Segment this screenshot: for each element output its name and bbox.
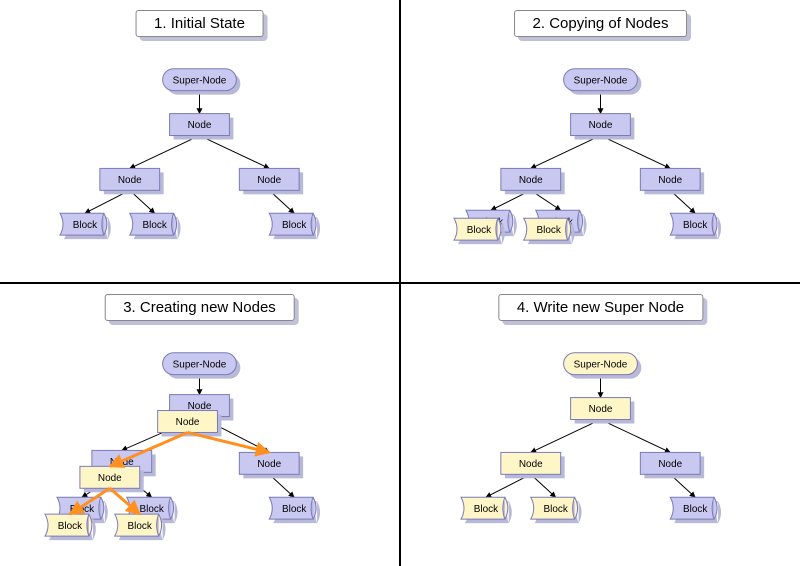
diagram-grid: 1. Initial State Super-Node Node Node Node Bl… (0, 0, 800, 566)
node-label: Block (142, 220, 166, 231)
node-label: Node (519, 459, 543, 470)
node-label: Super-Node (574, 359, 628, 370)
block-node: Block (130, 213, 181, 239)
panel-title: 4. Write new Super Node (498, 294, 703, 321)
node-label: Block (474, 504, 498, 515)
super-node: Super-Node (163, 353, 241, 379)
node-label: Node (176, 417, 200, 428)
panel-p2: 2. Copying of Nodes Super-Node Node Node Nod… (400, 0, 800, 283)
node-label: Node (589, 120, 613, 131)
panel-title-wrap: 1. Initial State (135, 10, 264, 37)
node-label: Block (683, 220, 707, 231)
tree-svg: Super-NodeNodeNodeNodeNodeNodeBlockBlock… (0, 284, 399, 566)
node-label: Super-Node (173, 359, 227, 370)
tree-edge (531, 420, 601, 453)
node-node: Node (501, 452, 565, 478)
node-node: Node (571, 114, 635, 140)
node-label: Node (658, 459, 682, 470)
block-node: Block (60, 213, 111, 239)
node-label: Node (118, 175, 142, 186)
node-node: Node (100, 168, 164, 194)
node-label: Block (128, 521, 152, 532)
block-node: Block (531, 497, 582, 523)
node-label: Node (257, 459, 281, 470)
tree-edge (601, 136, 671, 169)
node-label: Block (73, 220, 97, 231)
node-label: Block (537, 225, 561, 236)
node-label: Block (282, 220, 306, 231)
node-label: Node (188, 120, 212, 131)
node-node: Node (170, 114, 234, 140)
block-node: Block (670, 213, 721, 239)
node-label: Block (467, 225, 491, 236)
node-label: Block (139, 504, 163, 515)
node-label: Block (58, 521, 82, 532)
tree-edge (601, 420, 671, 453)
node-label: Block (683, 504, 707, 515)
tree-svg: Super-Node Node Node Node Block Block Block (401, 284, 800, 566)
node-node: Node (640, 452, 704, 478)
node-node: Node (501, 168, 565, 194)
tree-edge (130, 136, 200, 169)
panel-title: 2. Copying of Nodes (514, 10, 688, 37)
node-label: Node (589, 404, 613, 415)
block-node: Block (670, 497, 721, 523)
panel-title-wrap: 4. Write new Super Node (498, 294, 703, 321)
node-label: Block (543, 504, 567, 515)
node-label: Super-Node (574, 75, 628, 86)
panel-title-wrap: 2. Copying of Nodes (514, 10, 688, 37)
node-label: Node (98, 473, 122, 484)
node-node: Node (239, 452, 303, 478)
node-node: Node (571, 398, 635, 424)
node-label: Node (257, 175, 281, 186)
node-label: Super-Node (173, 75, 227, 86)
tree-svg: Super-Node Node Node Node Block Block Block (0, 0, 399, 282)
node-node: Node (640, 168, 704, 194)
super-node: Super-Node (564, 69, 642, 95)
block-node: Block (269, 213, 320, 239)
block-node: Block (461, 497, 512, 523)
node-label: Node (519, 175, 543, 186)
block-node: Block (269, 497, 320, 523)
panel-p3: 3. Creating new Nodes Super-Node Node Node N… (0, 283, 400, 566)
node-node: Node (239, 168, 303, 194)
node-label: Block (282, 504, 306, 515)
super-node: Super-Node (564, 353, 642, 379)
super-node: Super-Node (163, 69, 241, 95)
tree-edge (531, 136, 601, 169)
tree-edge (188, 432, 270, 452)
tree-svg: Super-NodeNodeNodeNodeBlockBlockBlockBlo… (401, 0, 800, 282)
node-label: Node (658, 175, 682, 186)
panel-p1: 1. Initial State Super-Node Node Node Node Bl… (0, 0, 400, 283)
panel-title: 3. Creating new Nodes (104, 294, 295, 321)
panel-title-wrap: 3. Creating new Nodes (104, 294, 295, 321)
panel-p4: 4. Write new Super Node Super-Node Node Nod… (400, 283, 800, 566)
tree-edge (200, 136, 270, 169)
panel-title: 1. Initial State (135, 10, 264, 37)
